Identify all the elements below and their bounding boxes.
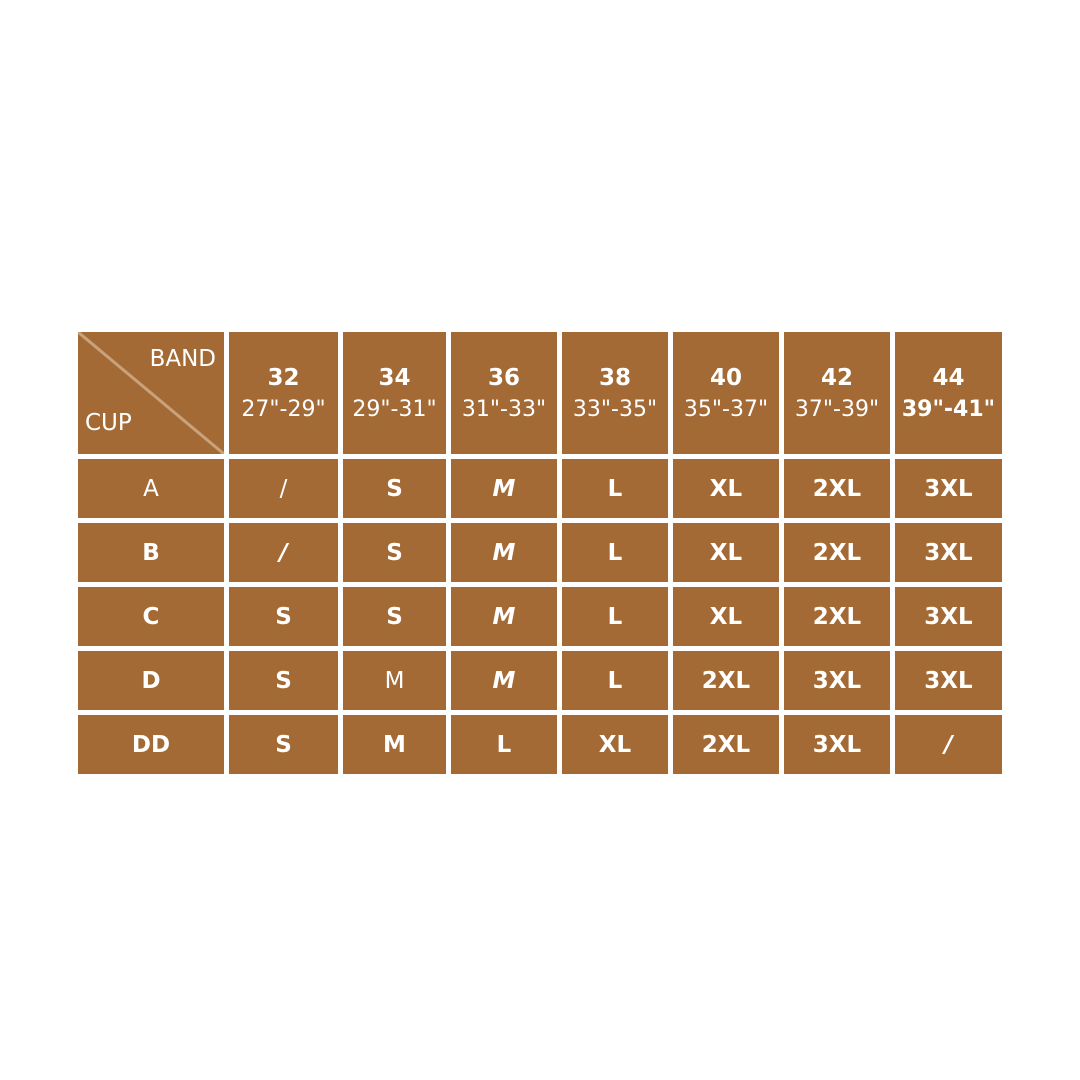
diagonal-divider bbox=[78, 332, 224, 454]
cup-label-cell: B bbox=[78, 523, 224, 582]
cup-label-cell: C bbox=[78, 587, 224, 646]
band-header: 32 27"-29" bbox=[229, 332, 338, 454]
size-cell: L bbox=[562, 651, 668, 710]
band-range: 37"-39" bbox=[794, 396, 880, 422]
size-cell: 2XL bbox=[673, 715, 779, 774]
size-cell: / bbox=[895, 715, 1002, 774]
band-size: 40 bbox=[709, 364, 742, 391]
cup-label-cell: DD bbox=[78, 715, 224, 774]
size-cell: 3XL bbox=[784, 651, 890, 710]
size-cell: M bbox=[451, 651, 557, 710]
size-cell: S bbox=[229, 651, 338, 710]
size-cell: 2XL bbox=[784, 523, 890, 582]
band-size: 32 bbox=[267, 364, 300, 391]
size-cell: XL bbox=[673, 523, 779, 582]
size-cell: 3XL bbox=[895, 651, 1002, 710]
size-cell: L bbox=[451, 715, 557, 774]
band-header: 40 35"-37" bbox=[673, 332, 779, 454]
band-size: 34 bbox=[378, 364, 411, 391]
band-size: 38 bbox=[598, 364, 631, 391]
band-range: 31"-33" bbox=[461, 396, 547, 422]
size-cell: L bbox=[562, 587, 668, 646]
size-cell: 2XL bbox=[784, 587, 890, 646]
size-cell: XL bbox=[673, 459, 779, 518]
size-cell: XL bbox=[562, 715, 668, 774]
band-size: 44 bbox=[932, 364, 965, 391]
size-cell: M bbox=[451, 587, 557, 646]
size-cell: / bbox=[229, 523, 338, 582]
size-cell: S bbox=[229, 587, 338, 646]
size-cell: M bbox=[343, 715, 446, 774]
band-header: 34 29"-31" bbox=[343, 332, 446, 454]
size-cell: 3XL bbox=[895, 523, 1002, 582]
band-header: 36 31"-33" bbox=[451, 332, 557, 454]
size-cell: M bbox=[451, 523, 557, 582]
size-cell: 3XL bbox=[895, 459, 1002, 518]
band-range: 33"-35" bbox=[572, 396, 658, 422]
band-header: 44 39"-41" bbox=[895, 332, 1002, 454]
size-cell: M bbox=[451, 459, 557, 518]
size-cell: 2XL bbox=[784, 459, 890, 518]
size-cell: XL bbox=[673, 587, 779, 646]
band-range: 27"-29" bbox=[241, 396, 326, 422]
size-cell: S bbox=[343, 459, 446, 518]
band-range: 29"-31" bbox=[352, 396, 437, 422]
band-size: 42 bbox=[820, 364, 853, 391]
band-range: 39"-41" bbox=[901, 396, 996, 422]
size-cell: S bbox=[343, 587, 446, 646]
size-cell: S bbox=[343, 523, 446, 582]
band-label: BAND bbox=[149, 346, 216, 372]
band-size: 36 bbox=[487, 364, 520, 391]
band-header: 42 37"-39" bbox=[784, 332, 890, 454]
size-cell: 3XL bbox=[895, 587, 1002, 646]
size-chart-table: BAND CUP 32 27"-29" 34 29"-31" 36 31"-33" 38 33"-… bbox=[78, 332, 1002, 774]
band-range: 35"-37" bbox=[683, 396, 769, 422]
size-cell: M bbox=[343, 651, 446, 710]
size-cell: L bbox=[562, 523, 668, 582]
size-cell: 3XL bbox=[784, 715, 890, 774]
size-cell: S bbox=[229, 715, 338, 774]
cup-label-cell: D bbox=[78, 651, 224, 710]
corner-header: BAND CUP bbox=[78, 332, 224, 454]
size-cell: / bbox=[229, 459, 338, 518]
cup-label: CUP bbox=[85, 410, 132, 436]
size-cell: L bbox=[562, 459, 668, 518]
band-header: 38 33"-35" bbox=[562, 332, 668, 454]
size-cell: 2XL bbox=[673, 651, 779, 710]
cup-label-cell: A bbox=[78, 459, 224, 518]
